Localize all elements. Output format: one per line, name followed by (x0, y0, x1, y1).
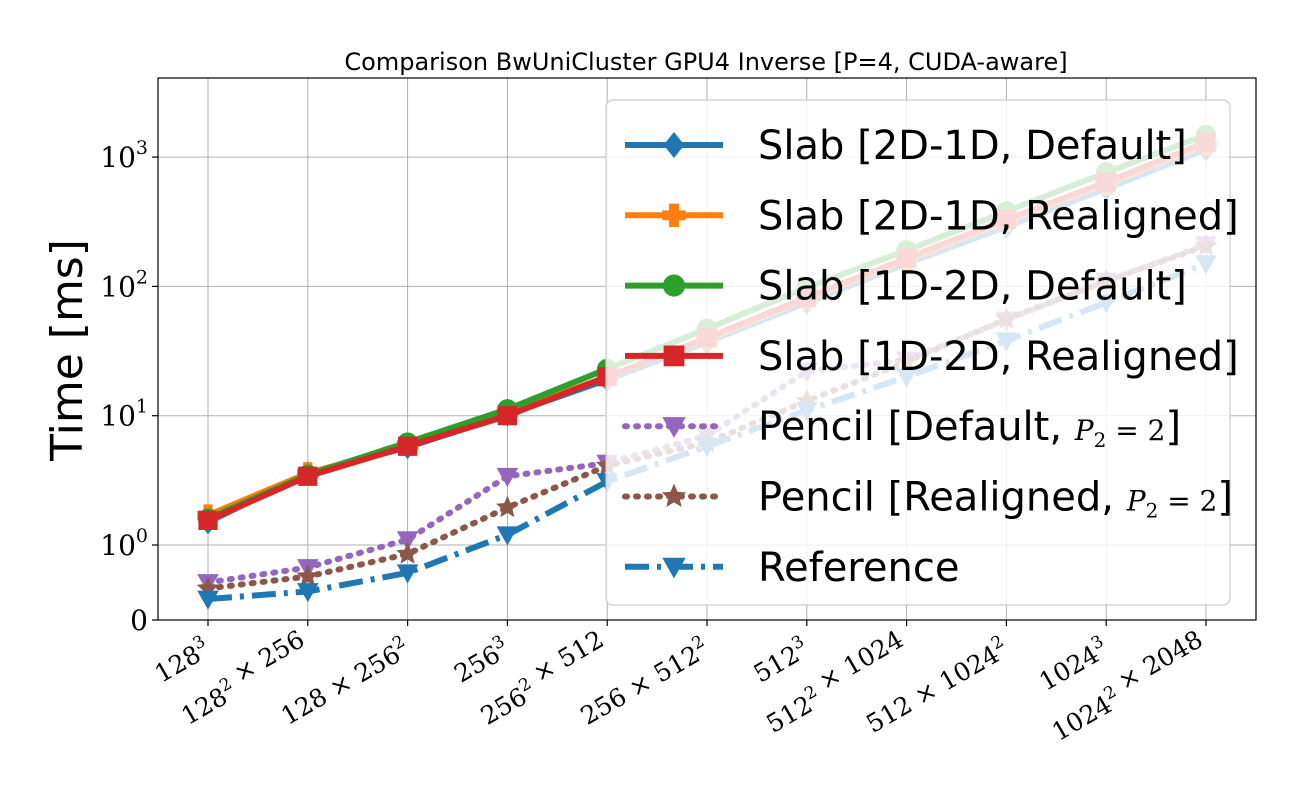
data-point (298, 466, 318, 486)
y-tick-label: 0 (130, 604, 148, 637)
chart-title: Comparison BwUniCluster GPU4 Inverse [P=… (344, 48, 1067, 76)
legend-label: Slab [1D-2D, Realigned] (758, 334, 1239, 380)
data-point (662, 557, 686, 579)
data-point (297, 583, 319, 603)
data-point (398, 436, 418, 456)
y-tick-label: 100 (100, 525, 148, 562)
legend-label: Slab [2D-1D, Default] (758, 123, 1187, 169)
legend-label: Slab [1D-2D, Default] (758, 264, 1187, 310)
data-point (663, 345, 685, 367)
y-axis-label: Time [ms] (42, 239, 93, 462)
data-point (662, 274, 686, 297)
data-point (396, 542, 420, 564)
data-point (662, 203, 686, 227)
data-point (662, 417, 686, 438)
data-point (396, 564, 419, 584)
data-point (197, 590, 219, 610)
legend-label: Pencil [Default, P2 = 2] (758, 404, 1181, 452)
data-point (396, 531, 419, 551)
data-point (496, 467, 519, 488)
data-point (497, 406, 517, 426)
legend: Slab [2D-1D, Default] Slab [2D-1D, Realig… (605, 99, 1239, 606)
data-point (495, 495, 519, 518)
legend-frame (605, 99, 1231, 606)
data-point (661, 483, 687, 508)
legend-label: Reference (758, 545, 959, 591)
legend-label: Pencil [Realigned, P2 = 2] (758, 475, 1233, 523)
data-point (198, 510, 218, 530)
data-point (496, 526, 519, 546)
data-point (663, 132, 685, 158)
data-point (296, 564, 320, 587)
legend-label: Slab [2D-1D, Realigned] (758, 193, 1239, 239)
